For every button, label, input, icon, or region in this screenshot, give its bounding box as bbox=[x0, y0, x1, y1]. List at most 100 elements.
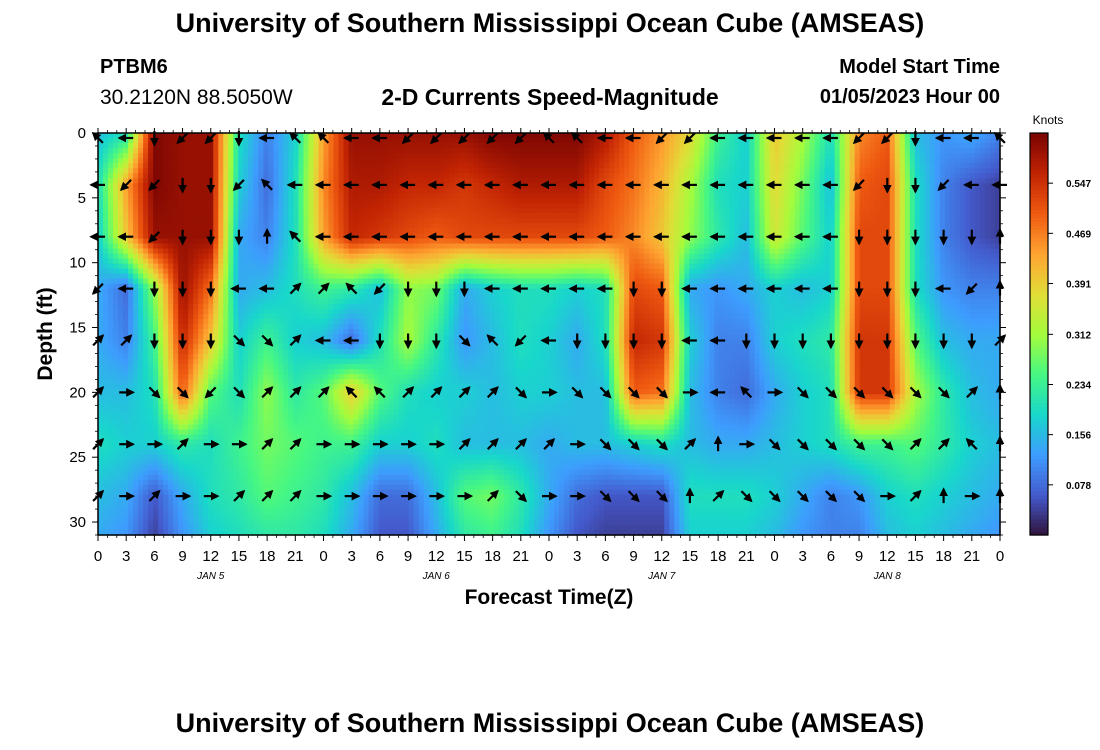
heatmap-cell bbox=[433, 203, 440, 209]
heatmap-cell bbox=[523, 158, 530, 164]
heatmap-cell bbox=[373, 263, 380, 270]
heatmap-cell bbox=[784, 208, 791, 215]
heatmap-cell bbox=[378, 268, 385, 275]
heatmap-cell bbox=[869, 168, 876, 174]
heatmap-cell bbox=[148, 228, 154, 235]
heatmap-cell bbox=[503, 143, 510, 149]
heatmap-cell bbox=[584, 188, 590, 194]
heatmap-cell bbox=[198, 133, 204, 139]
heatmap-cell bbox=[468, 148, 475, 154]
heatmap-cell bbox=[689, 218, 695, 225]
heatmap-cell bbox=[393, 248, 400, 255]
heatmap-cell bbox=[528, 258, 535, 265]
heatmap-cell bbox=[108, 188, 114, 194]
heatmap-cell bbox=[914, 213, 921, 220]
heatmap-cell bbox=[538, 228, 545, 235]
heatmap-cell bbox=[664, 208, 670, 215]
heatmap-cell bbox=[674, 143, 680, 149]
heatmap-cell bbox=[984, 153, 991, 159]
heatmap-cell bbox=[138, 238, 144, 245]
heatmap-cell bbox=[498, 263, 505, 270]
heatmap-cell bbox=[684, 263, 690, 270]
heatmap-cell bbox=[554, 168, 560, 174]
heatmap-cell bbox=[619, 218, 625, 225]
heatmap-cell bbox=[128, 163, 134, 169]
heatmap-cell bbox=[448, 168, 455, 174]
heatmap-cell bbox=[924, 138, 931, 144]
heatmap-cell bbox=[674, 133, 680, 139]
heatmap-cell bbox=[569, 268, 575, 275]
heatmap-cell bbox=[383, 268, 390, 275]
heatmap-cell bbox=[634, 163, 640, 169]
heatmap-cell bbox=[488, 248, 495, 255]
heatmap-cell bbox=[694, 208, 700, 215]
heatmap-cell bbox=[453, 238, 460, 245]
heatmap-cell bbox=[138, 208, 144, 215]
heatmap-cell bbox=[248, 163, 254, 169]
heatmap-cell bbox=[348, 178, 355, 184]
heatmap-cell bbox=[714, 228, 720, 235]
heatmap-cell bbox=[919, 188, 926, 194]
heatmap-cell bbox=[799, 213, 806, 220]
heatmap-cell bbox=[674, 243, 680, 250]
heatmap-cell bbox=[213, 198, 219, 204]
heatmap-cell bbox=[193, 183, 199, 189]
heatmap-cell bbox=[478, 248, 485, 255]
heatmap-cell bbox=[594, 178, 600, 184]
heatmap-cell bbox=[649, 263, 655, 270]
heatmap-cell bbox=[193, 178, 199, 184]
heatmap-cell bbox=[488, 213, 495, 220]
heatmap-cell bbox=[368, 268, 375, 275]
heatmap-cell bbox=[183, 143, 189, 149]
heatmap-cell bbox=[163, 208, 169, 215]
heatmap-cell bbox=[569, 153, 575, 159]
heatmap-cell bbox=[604, 228, 610, 235]
heatmap-cell bbox=[689, 173, 695, 179]
heatmap-cell bbox=[604, 208, 610, 215]
heatmap-cell bbox=[789, 233, 796, 240]
heatmap-cell bbox=[704, 198, 710, 204]
heatmap-cell bbox=[729, 168, 736, 174]
heatmap-cell bbox=[513, 133, 520, 139]
heatmap-cell bbox=[564, 193, 570, 199]
heatmap-cell bbox=[614, 213, 620, 220]
heatmap-cell bbox=[328, 158, 335, 164]
heatmap-cell bbox=[103, 153, 109, 159]
heatmap-cell bbox=[468, 183, 475, 189]
heatmap-cell bbox=[273, 133, 279, 139]
heatmap-cell bbox=[654, 178, 660, 184]
heatmap-cell bbox=[203, 248, 209, 255]
heatmap-cell bbox=[984, 173, 991, 179]
heatmap-cell bbox=[559, 228, 565, 235]
heatmap-cell bbox=[378, 218, 385, 225]
heatmap-cell bbox=[258, 233, 264, 240]
heatmap-cell bbox=[388, 198, 395, 204]
heatmap-cell bbox=[508, 223, 515, 230]
heatmap-cell bbox=[128, 148, 134, 154]
heatmap-cell bbox=[213, 233, 219, 240]
heatmap-cell bbox=[894, 168, 901, 174]
heatmap-cell bbox=[584, 253, 590, 260]
heatmap-cell bbox=[253, 193, 259, 199]
heatmap-cell bbox=[498, 158, 505, 164]
heatmap-cell bbox=[298, 188, 305, 194]
heatmap-cell bbox=[819, 193, 826, 199]
heatmap-cell bbox=[528, 213, 535, 220]
heatmap-cell bbox=[744, 143, 751, 149]
heatmap-cell bbox=[889, 238, 896, 245]
heatmap-cell bbox=[599, 158, 605, 164]
heatmap-cell bbox=[223, 143, 229, 149]
heatmap-cell bbox=[493, 213, 500, 220]
heatmap-cell bbox=[549, 248, 555, 255]
heatmap-cell bbox=[819, 223, 826, 230]
heatmap-cell bbox=[854, 173, 861, 179]
heatmap-cell bbox=[133, 243, 139, 250]
heatmap-cell bbox=[634, 158, 640, 164]
heatmap-cell bbox=[919, 173, 926, 179]
heatmap-cell bbox=[248, 183, 254, 189]
heatmap-cell bbox=[584, 193, 590, 199]
heatmap-cell bbox=[829, 173, 836, 179]
heatmap-cell bbox=[964, 173, 971, 179]
heatmap-cell bbox=[423, 193, 430, 199]
heatmap-cell bbox=[554, 223, 560, 230]
